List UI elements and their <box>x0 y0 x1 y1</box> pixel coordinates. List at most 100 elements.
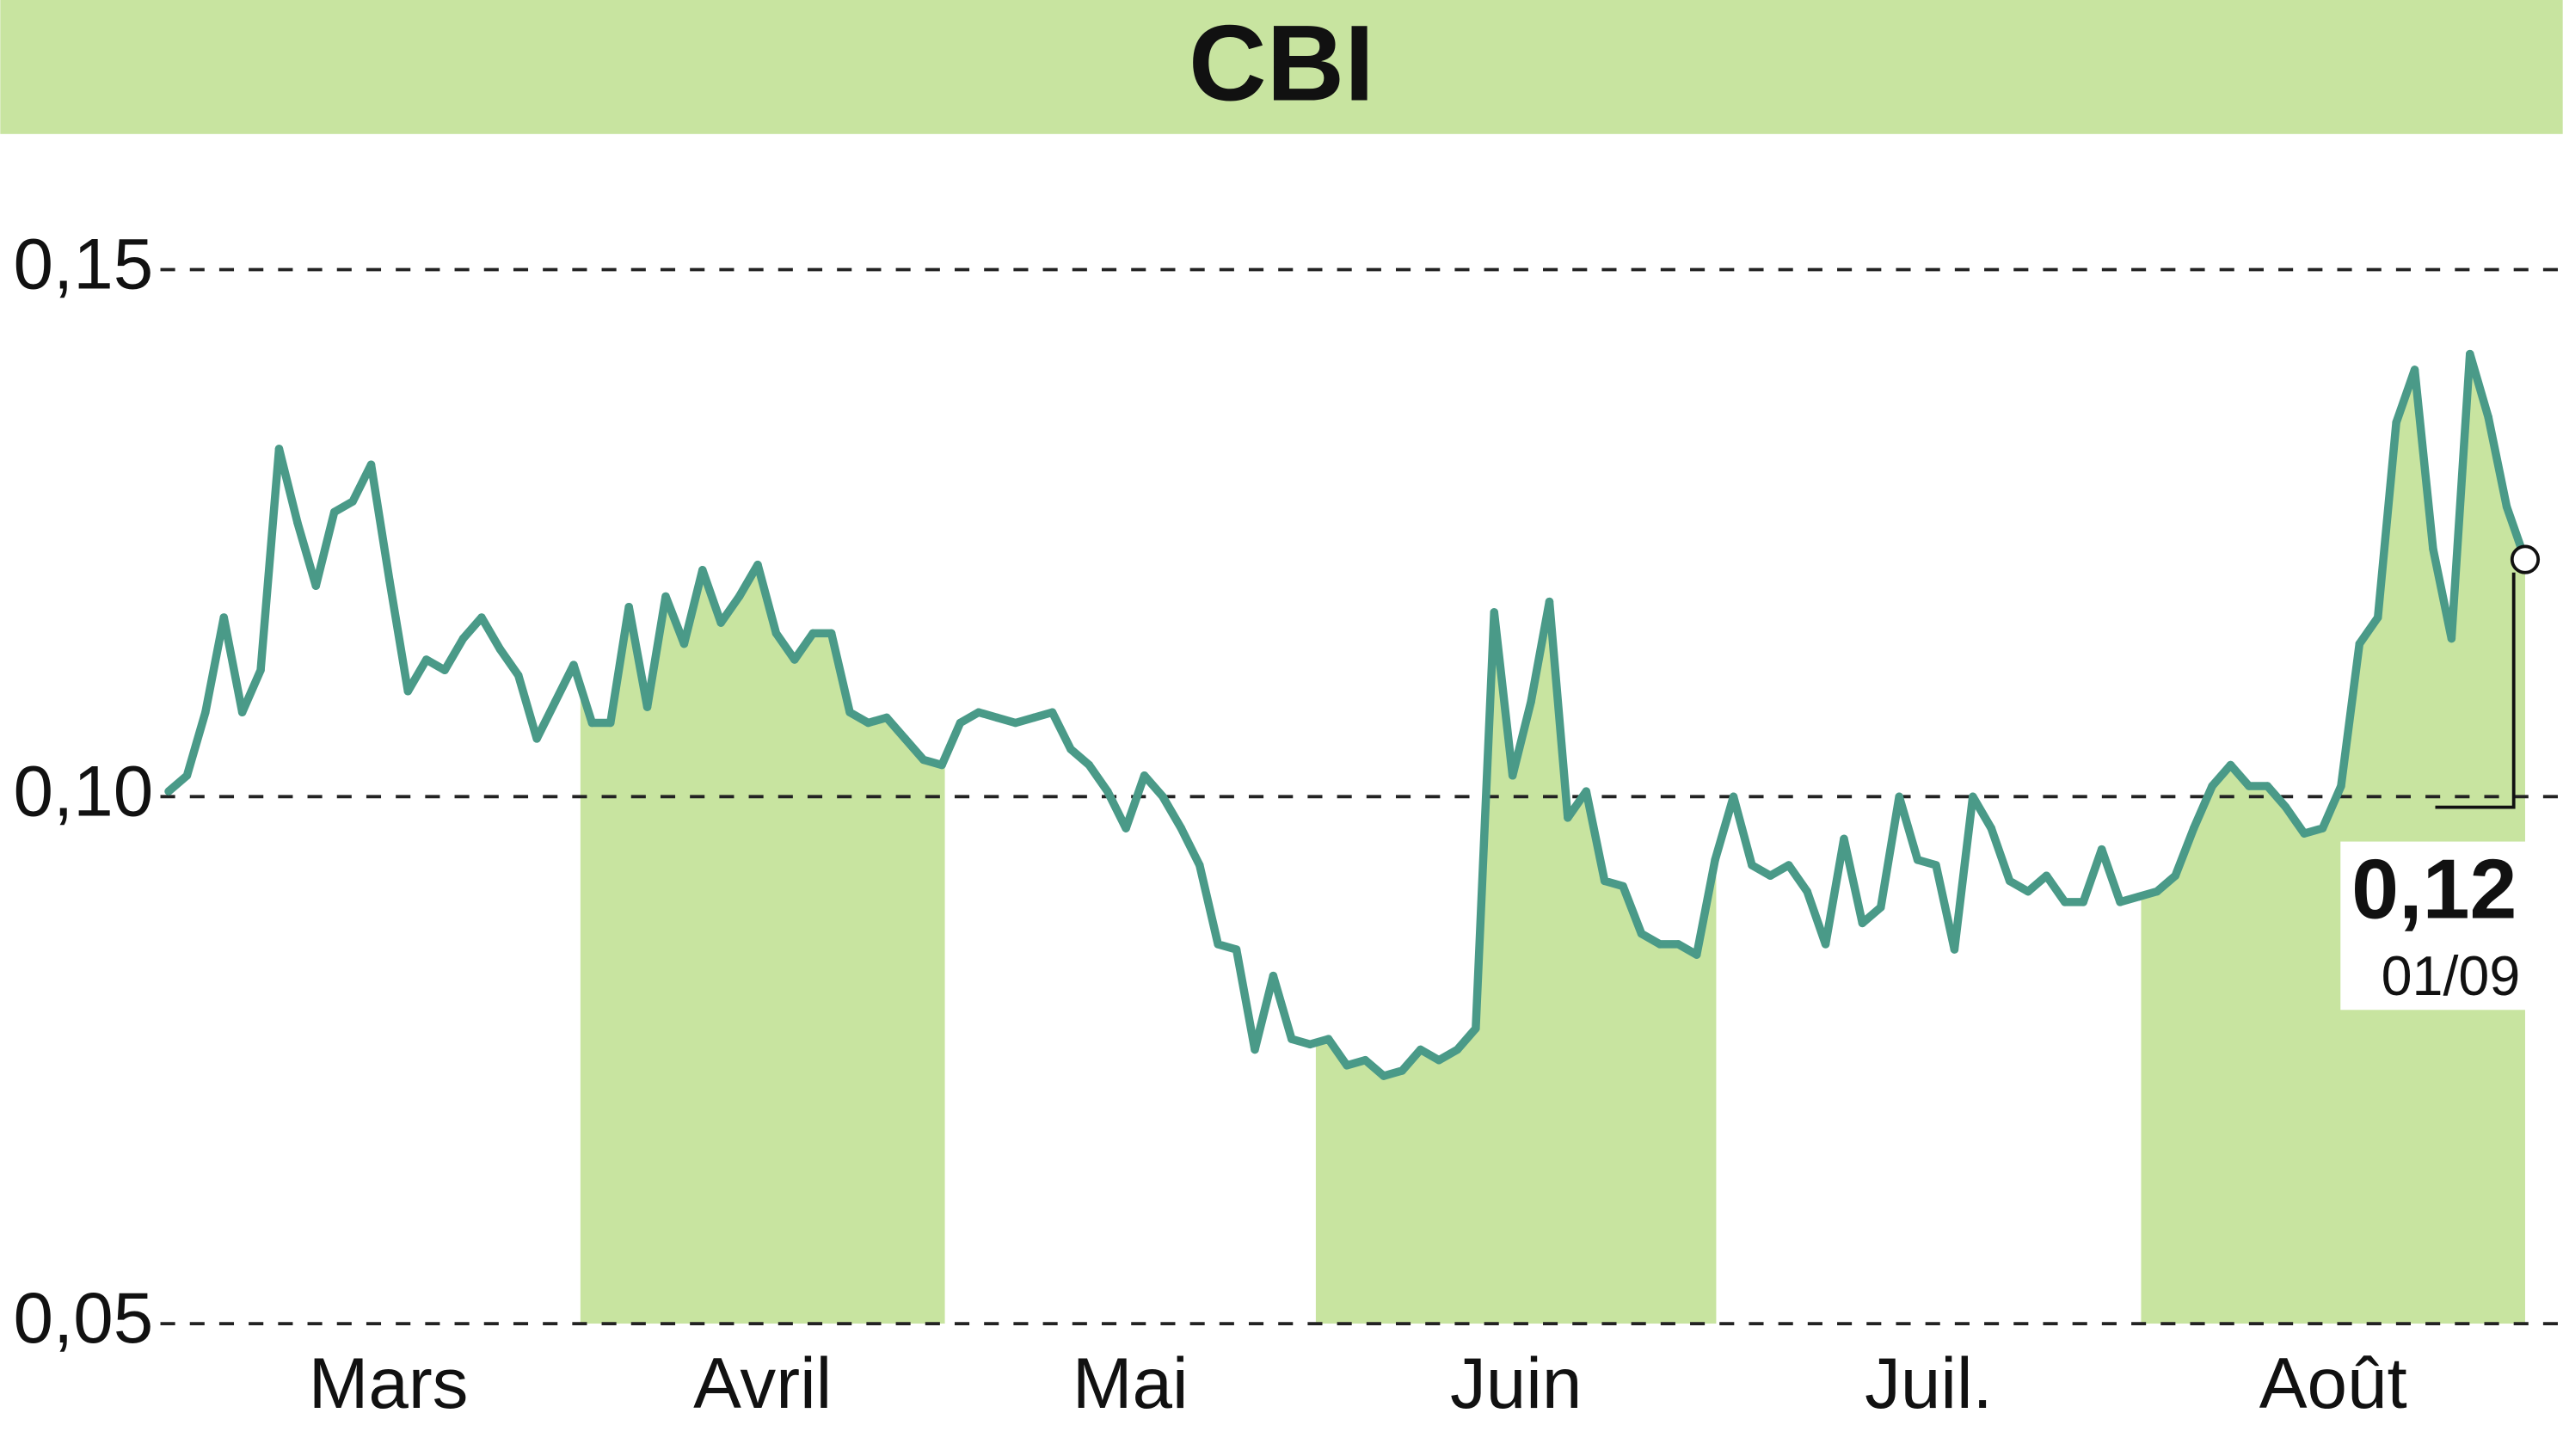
point <box>495 644 505 654</box>
last-point <box>2510 544 2541 574</box>
point <box>1251 1045 1259 1054</box>
point <box>2024 887 2032 896</box>
point <box>1619 882 1627 891</box>
point <box>237 708 247 717</box>
point <box>1195 861 1204 869</box>
point <box>477 613 486 622</box>
point <box>771 629 781 638</box>
point <box>348 497 357 506</box>
point <box>1784 861 1793 869</box>
point <box>1877 903 1885 912</box>
point <box>1729 792 1738 802</box>
shaded-area <box>2141 353 2525 1324</box>
point <box>1361 1055 1370 1065</box>
point <box>2005 876 2014 886</box>
point <box>1508 771 1517 780</box>
point <box>808 629 817 638</box>
point <box>1674 940 1683 949</box>
point <box>2337 782 2345 790</box>
point <box>1066 745 1075 753</box>
point <box>385 576 394 585</box>
x-tick-label: Mars <box>309 1342 469 1423</box>
last-value-label: 0,12 <box>2351 841 2517 936</box>
callout-line <box>2435 572 2516 809</box>
point <box>587 718 597 728</box>
point <box>1140 771 1149 780</box>
point <box>366 460 376 469</box>
point <box>2171 871 2180 880</box>
point <box>1011 718 1020 728</box>
point <box>1564 814 1572 822</box>
point <box>624 602 633 611</box>
point <box>1840 834 1848 844</box>
point <box>1288 1035 1296 1043</box>
point <box>1085 760 1094 770</box>
point <box>1159 792 1167 802</box>
x-tick-label: Mai <box>1073 1342 1189 1423</box>
point <box>1435 1055 1443 1065</box>
point <box>182 771 192 780</box>
point <box>2410 366 2419 374</box>
point <box>919 755 928 765</box>
point <box>937 760 946 770</box>
point <box>2429 544 2437 554</box>
point <box>2226 760 2235 770</box>
point <box>1030 713 1038 722</box>
point <box>550 697 560 706</box>
point <box>1214 940 1222 949</box>
point <box>1103 787 1112 796</box>
point <box>1122 824 1130 832</box>
point <box>2079 898 2087 906</box>
point <box>2097 845 2106 854</box>
point <box>1343 1061 1351 1070</box>
point <box>716 618 725 627</box>
point <box>1637 929 1646 938</box>
point <box>201 708 210 717</box>
point <box>1472 1024 1480 1033</box>
point <box>606 718 615 728</box>
point <box>1490 608 1499 617</box>
shaded-area <box>580 564 945 1324</box>
point <box>2502 502 2511 512</box>
point <box>569 660 578 669</box>
point <box>956 718 965 728</box>
point <box>864 718 873 728</box>
point <box>274 445 284 453</box>
point <box>845 708 854 717</box>
x-tick-label: Juil. <box>1865 1342 1993 1423</box>
point <box>2263 782 2272 790</box>
point <box>2245 782 2253 790</box>
point <box>1803 887 1811 896</box>
point <box>974 708 983 717</box>
point <box>1950 945 1959 954</box>
point <box>2116 898 2124 906</box>
point <box>440 666 449 674</box>
point <box>698 566 707 574</box>
point <box>1416 1045 1425 1054</box>
point <box>734 592 744 601</box>
point <box>1821 940 1830 949</box>
point <box>1600 876 1609 886</box>
point <box>1545 597 1554 606</box>
point <box>1453 1045 1462 1054</box>
point <box>2318 824 2327 832</box>
point <box>1177 824 1186 832</box>
point <box>2447 634 2456 643</box>
point <box>1306 1040 1314 1049</box>
shaded-area <box>1315 601 1717 1324</box>
point <box>532 734 541 743</box>
point <box>458 634 468 643</box>
point <box>1969 792 1977 802</box>
point <box>1380 1072 1388 1080</box>
y-tick-label: 0,10 <box>14 750 154 831</box>
point <box>2061 898 2069 906</box>
point <box>1692 950 1701 959</box>
point <box>2355 639 2364 648</box>
x-tick-label: Août <box>2259 1342 2407 1423</box>
point <box>219 613 228 622</box>
point <box>513 671 523 680</box>
point <box>1048 708 1057 717</box>
point <box>1987 824 1995 832</box>
